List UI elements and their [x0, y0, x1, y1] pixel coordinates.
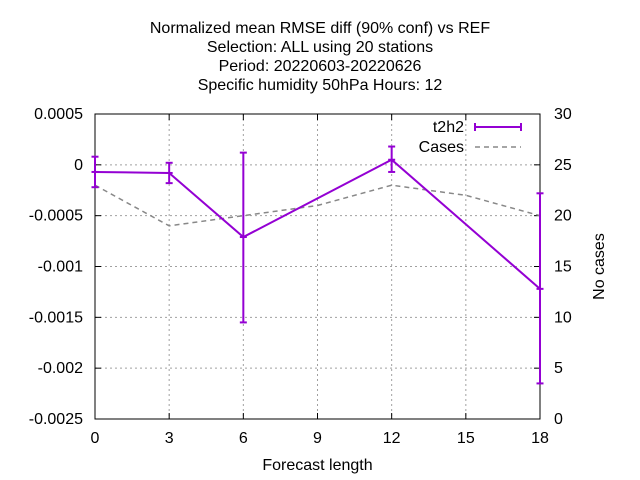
y-tick-label: -0.001: [38, 259, 83, 276]
y2-axis: 30 25 20 15 10 5 0: [534, 106, 572, 428]
y2-tick-label: 10: [554, 309, 572, 326]
y2-tick-label: 20: [554, 208, 572, 225]
grid: [95, 114, 540, 419]
y-tick-label: -0.0015: [29, 309, 83, 326]
legend-label-cases: Cases: [419, 139, 464, 156]
series-cases-line: [94, 184, 541, 227]
title-line-1: Normalized mean RMSE diff (90% conf) vs …: [150, 20, 490, 37]
errorbar-12: [388, 145, 396, 173]
y2-tick-label: 0: [554, 411, 563, 428]
legend-label-t2h2: t2h2: [433, 119, 464, 136]
x-axis-label: Forecast length: [262, 457, 372, 474]
x-tick-label: 6: [239, 430, 248, 447]
errorbar-0: [91, 155, 99, 189]
x-axis: 0 3 6 9 12 15 18: [91, 114, 549, 447]
y2-axis-label: No cases: [591, 233, 608, 300]
legend: t2h2 Cases: [419, 119, 522, 156]
errorbar-3: [165, 161, 173, 185]
y2-tick-label: 5: [554, 360, 563, 377]
chart-title: Normalized mean RMSE diff (90% conf) vs …: [150, 20, 490, 94]
x-tick-label: 3: [165, 430, 174, 447]
x-tick-label: 15: [457, 430, 475, 447]
series-layer: [91, 145, 544, 385]
y-tick-label: 0: [74, 157, 83, 174]
x-tick-label: 12: [383, 430, 401, 447]
y2-tick-label: 30: [554, 106, 572, 123]
x-tick-label: 0: [91, 430, 100, 447]
y-tick-label: -0.0025: [29, 411, 83, 428]
errorbar-6: [239, 151, 247, 324]
y2-tick-label: 25: [554, 157, 572, 174]
errorbar-18: [536, 192, 544, 385]
y2-tick-label: 15: [554, 259, 572, 276]
title-line-3: Period: 20220603-20220626: [219, 58, 422, 75]
y-tick-label: -0.0005: [29, 208, 83, 225]
y-axis: 0.0005 0 -0.0005 -0.001 -0.0015 -0.002 -0.0025: [29, 106, 101, 428]
x-tick-label: 9: [313, 430, 322, 447]
y-tick-label: -0.002: [38, 360, 83, 377]
y-tick-label: 0.0005: [34, 106, 83, 123]
x-tick-label: 18: [531, 430, 549, 447]
title-line-2: Selection: ALL using 20 stations: [207, 39, 433, 56]
title-line-4: Specific humidity 50hPa Hours: 12: [198, 77, 443, 94]
